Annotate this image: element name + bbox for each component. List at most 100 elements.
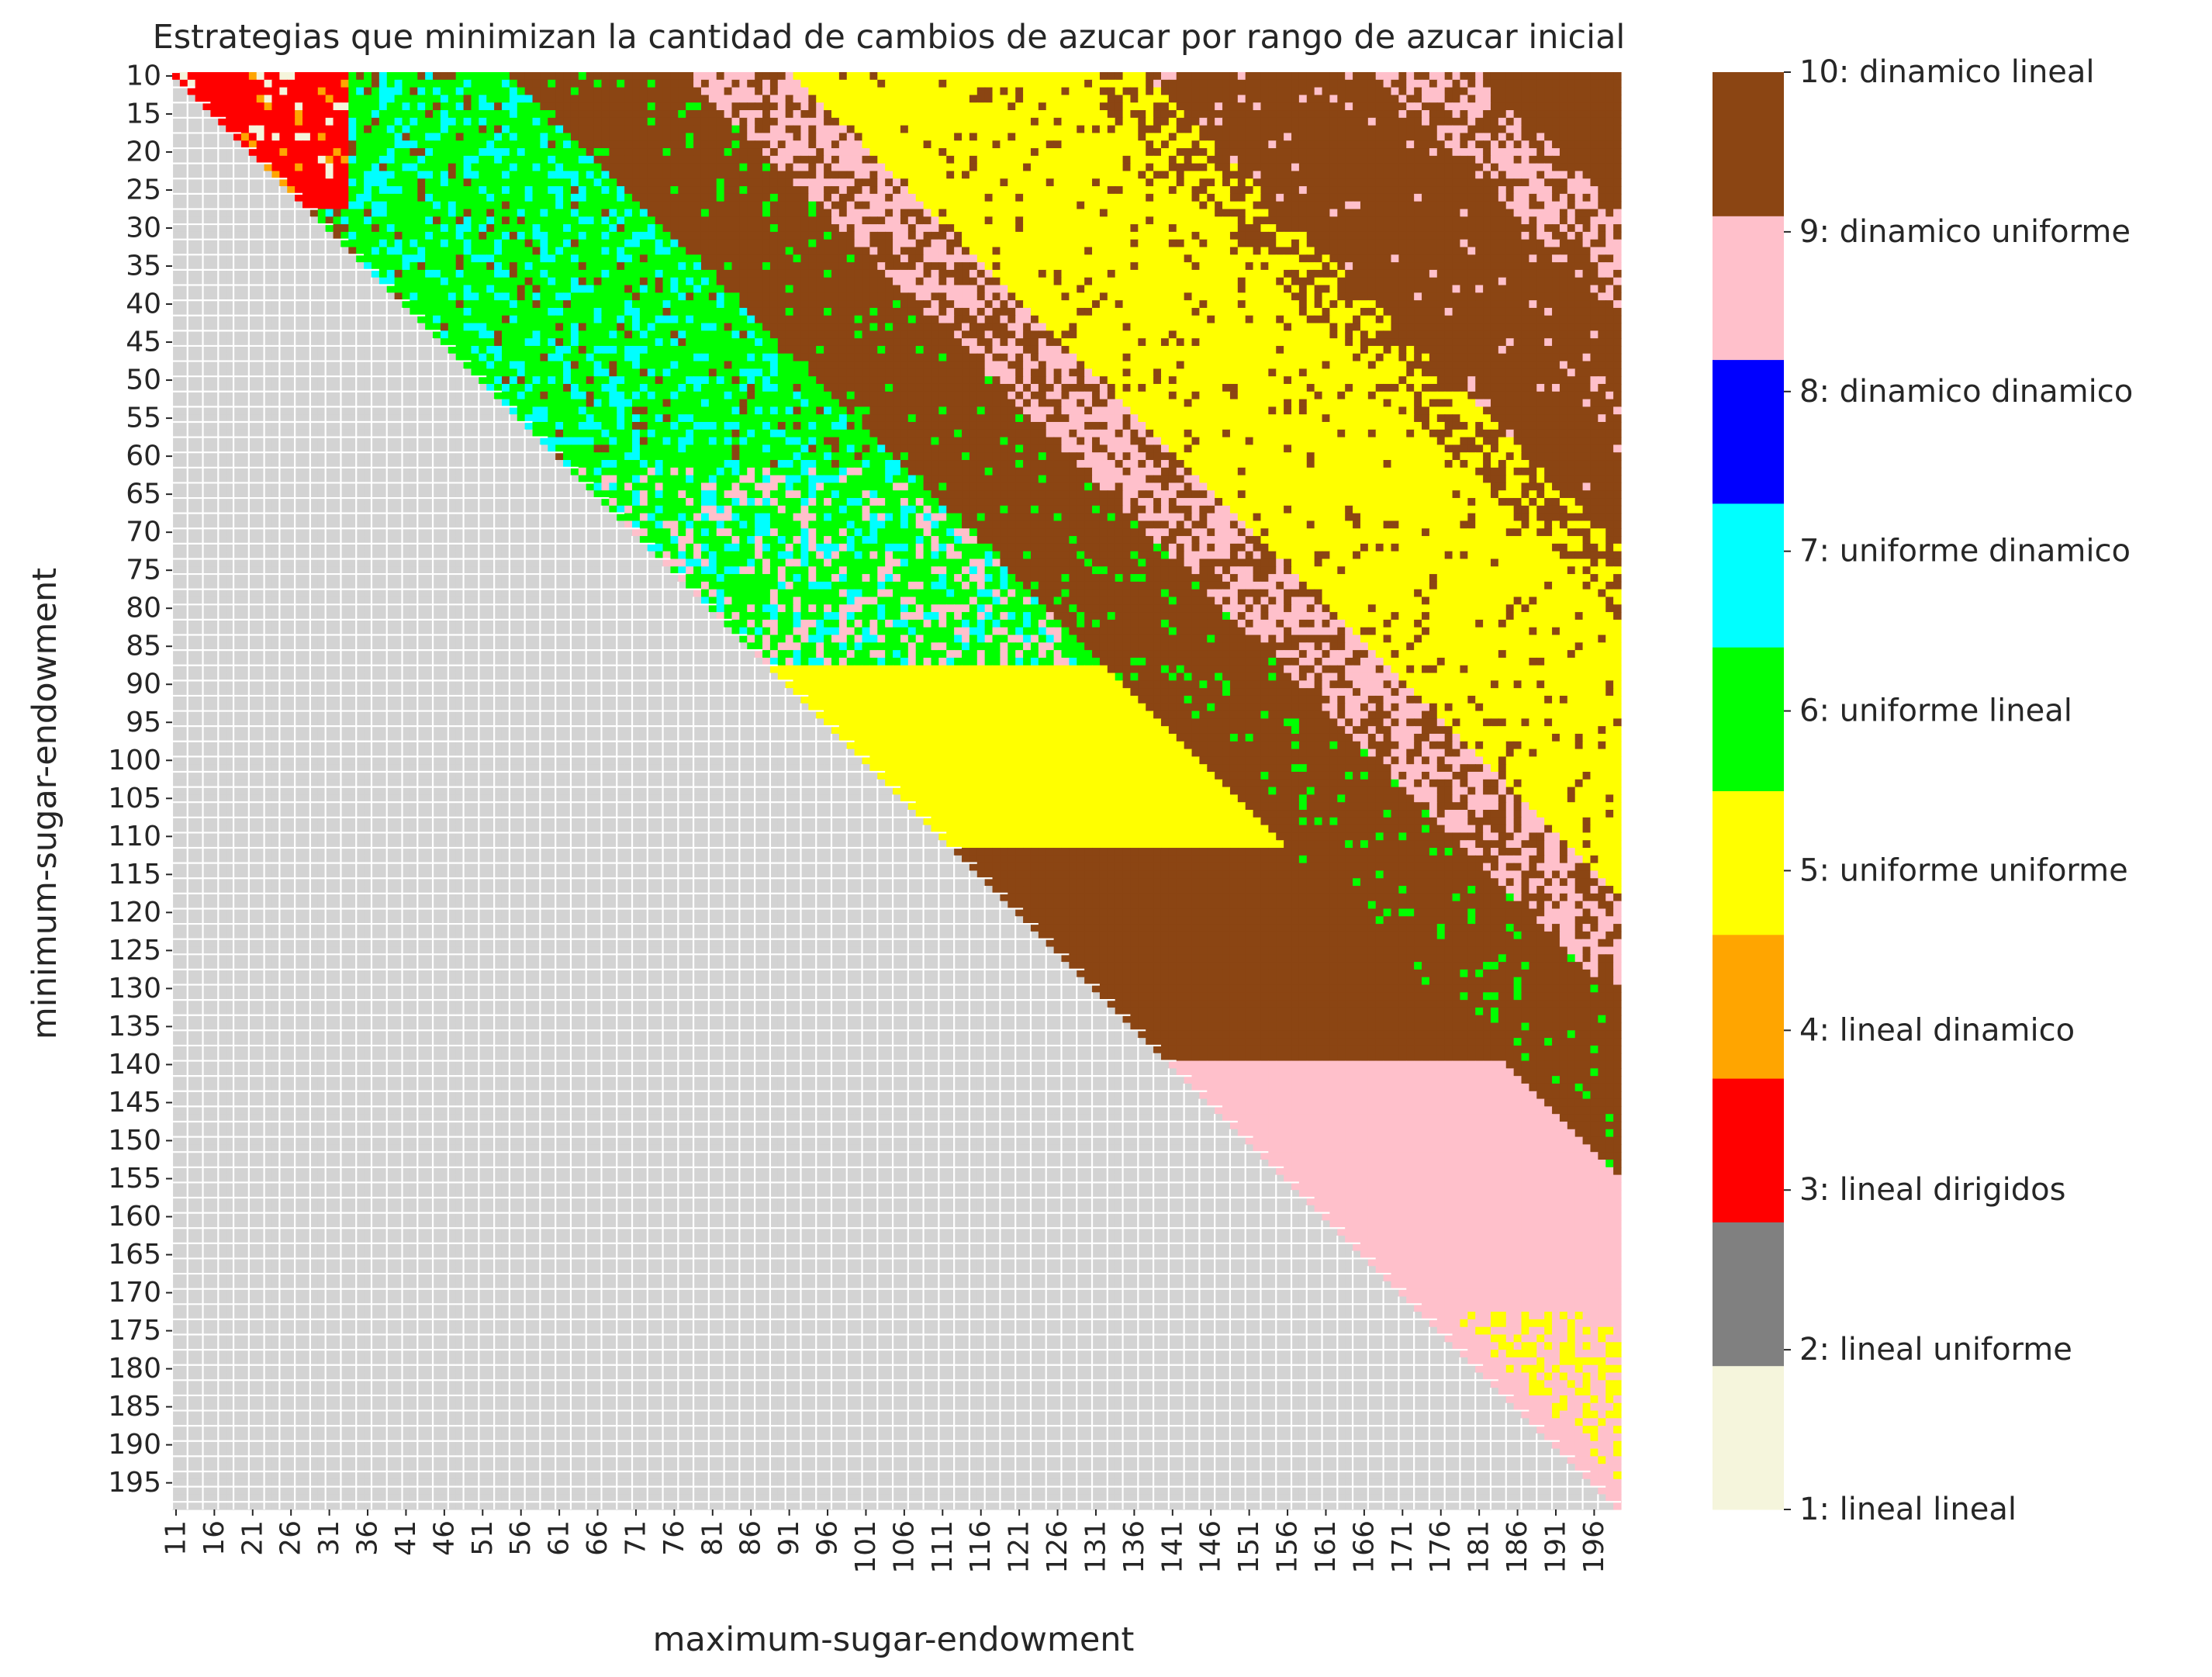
heatmap-cell xyxy=(479,72,486,80)
heatmap-cell xyxy=(770,224,778,232)
heatmap-cell xyxy=(372,95,379,102)
heatmap-cell xyxy=(1069,194,1077,202)
heatmap-cell xyxy=(1337,209,1345,216)
heatmap-cell xyxy=(1069,209,1077,216)
heatmap-cell xyxy=(1299,126,1307,133)
heatmap-cell xyxy=(1329,72,1337,80)
heatmap-cell xyxy=(1467,216,1475,224)
heatmap-cell xyxy=(1084,247,1092,255)
heatmap-cell xyxy=(533,133,541,140)
heatmap-cell xyxy=(648,171,655,178)
heatmap-cell xyxy=(617,126,624,133)
heatmap-cell xyxy=(548,102,555,110)
heatmap-cell xyxy=(862,240,870,247)
heatmap-cell xyxy=(548,110,555,118)
heatmap-cell xyxy=(417,80,425,88)
heatmap-cell xyxy=(931,118,938,126)
heatmap-cell xyxy=(839,118,847,126)
heatmap-cell xyxy=(1529,186,1536,194)
heatmap-cell xyxy=(1100,95,1108,102)
heatmap-cell xyxy=(356,171,364,178)
heatmap-cell xyxy=(1391,126,1398,133)
heatmap-cell xyxy=(579,148,586,156)
heatmap-cell xyxy=(257,148,264,156)
heatmap-cell xyxy=(1115,232,1123,240)
heatmap-cell xyxy=(1031,247,1039,255)
heatmap-cell xyxy=(348,254,356,262)
heatmap-cell xyxy=(1376,148,1384,156)
heatmap-cell xyxy=(1177,72,1184,80)
heatmap-cell xyxy=(517,126,525,133)
heatmap-cell xyxy=(403,126,410,133)
heatmap-cell xyxy=(226,95,233,102)
heatmap-cell xyxy=(1391,88,1398,95)
heatmap-cell xyxy=(1406,88,1414,95)
heatmap-cell xyxy=(1115,178,1123,186)
heatmap-cell xyxy=(1406,126,1414,133)
heatmap-cell xyxy=(356,254,364,262)
heatmap-cell xyxy=(724,133,732,140)
heatmap-cell xyxy=(264,102,272,110)
heatmap-cell xyxy=(862,232,870,240)
heatmap-cell xyxy=(586,247,594,255)
heatmap-cell xyxy=(379,156,387,164)
heatmap-cell xyxy=(839,232,847,240)
heatmap-cell xyxy=(1238,202,1246,209)
heatmap-cell xyxy=(517,186,525,194)
heatmap-cell xyxy=(279,110,287,118)
heatmap-cell xyxy=(1184,186,1192,194)
heatmap-cell xyxy=(648,164,655,171)
heatmap-cell xyxy=(403,80,410,88)
heatmap-cell xyxy=(648,232,655,240)
heatmap-cell xyxy=(464,148,472,156)
heatmap-cell xyxy=(302,126,310,133)
heatmap-cell xyxy=(1253,216,1261,224)
heatmap-cell xyxy=(1123,102,1131,110)
heatmap-cell xyxy=(1475,88,1483,95)
heatmap-cell xyxy=(908,240,916,247)
heatmap-cell xyxy=(1322,171,1330,178)
heatmap-cell xyxy=(295,171,302,178)
heatmap-cell xyxy=(800,194,808,202)
heatmap-cell xyxy=(1284,202,1291,209)
heatmap-cell xyxy=(479,156,486,164)
heatmap-cell xyxy=(379,140,387,148)
heatmap-cell xyxy=(1467,164,1475,171)
heatmap-cell xyxy=(885,262,893,270)
heatmap-cell xyxy=(946,110,954,118)
heatmap-cell xyxy=(1613,224,1621,232)
heatmap-cell xyxy=(678,148,686,156)
heatmap-cell xyxy=(1177,209,1184,216)
heatmap-cell xyxy=(632,178,640,186)
heatmap-cell xyxy=(425,216,433,224)
heatmap-cell xyxy=(701,164,709,171)
heatmap-cell xyxy=(1598,254,1605,262)
heatmap-cell xyxy=(724,232,732,240)
heatmap-cell xyxy=(1015,95,1023,102)
heatmap-cell xyxy=(648,209,655,216)
heatmap-cell xyxy=(624,270,632,278)
heatmap-cell xyxy=(510,110,517,118)
heatmap-cell xyxy=(847,148,855,156)
heatmap-cell xyxy=(977,118,985,126)
heatmap-cell xyxy=(1138,178,1146,186)
heatmap-cell xyxy=(1322,102,1330,110)
heatmap-cell xyxy=(648,133,655,140)
heatmap-cell xyxy=(586,232,594,240)
heatmap-cell xyxy=(916,80,924,88)
heatmap-cell xyxy=(486,140,494,148)
heatmap-cell xyxy=(1422,133,1429,140)
heatmap-cell xyxy=(1406,186,1414,194)
heatmap-cell xyxy=(709,133,717,140)
heatmap-cell xyxy=(479,240,486,247)
heatmap-cell xyxy=(601,262,609,270)
heatmap-cell xyxy=(1307,216,1315,224)
heatmap-cell xyxy=(310,72,318,80)
heatmap-cell xyxy=(1368,164,1376,171)
heatmap-cell xyxy=(839,102,847,110)
heatmap-cell xyxy=(877,95,885,102)
heatmap-cell xyxy=(1184,216,1192,224)
heatmap-cell xyxy=(916,156,924,164)
heatmap-cell xyxy=(1000,126,1007,133)
heatmap-cell xyxy=(747,202,755,209)
